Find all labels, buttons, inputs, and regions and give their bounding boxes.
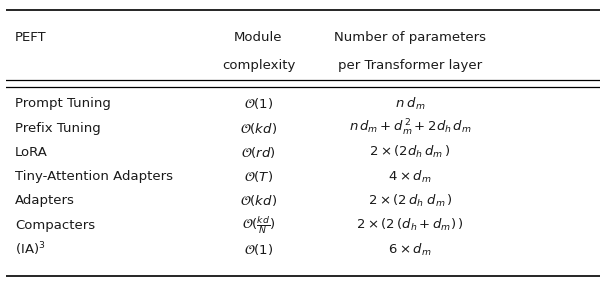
Text: $\mathcal{O}(T)$: $\mathcal{O}(T)$ [244,169,273,184]
Text: $\mathcal{O}(kd)$: $\mathcal{O}(kd)$ [240,193,277,208]
Text: Module: Module [234,31,283,44]
Text: $\mathcal{O}(1)$: $\mathcal{O}(1)$ [244,242,273,257]
Text: complexity: complexity [222,58,295,72]
Text: Tiny-Attention Adapters: Tiny-Attention Adapters [15,170,173,183]
Text: $2 \times (2\,(d_h + d_m)\,)$: $2 \times (2\,(d_h + d_m)\,)$ [356,217,464,233]
Text: Prefix Tuning: Prefix Tuning [15,122,101,135]
Text: Prompt Tuning: Prompt Tuning [15,97,111,110]
Text: PEFT: PEFT [15,31,47,44]
Text: $\mathcal{O}(rd)$: $\mathcal{O}(rd)$ [241,145,276,160]
Text: $n\; d_m$: $n\; d_m$ [395,96,425,112]
Text: $2 \times (2\,d_h\;d_m\,)$: $2 \times (2\,d_h\;d_m\,)$ [368,193,452,209]
Text: $n\,d_m + d_m^{\,2} + 2d_h\,d_m$: $n\,d_m + d_m^{\,2} + 2d_h\,d_m$ [348,118,471,138]
Text: $\mathcal{O}(kd)$: $\mathcal{O}(kd)$ [240,120,277,136]
Text: $\mathcal{O}(\frac{kd}{N})$: $\mathcal{O}(\frac{kd}{N})$ [242,215,275,236]
Text: Compacters: Compacters [15,219,95,232]
Text: Number of parameters: Number of parameters [334,31,486,44]
Text: $6 \times d_m$: $6 \times d_m$ [388,242,431,258]
Text: $(\mathrm{IA})^3$: $(\mathrm{IA})^3$ [15,241,45,258]
Text: Adapters: Adapters [15,195,75,208]
Text: $4 \times d_m$: $4 \times d_m$ [388,169,431,185]
Text: LoRA: LoRA [15,146,48,159]
Text: $\mathcal{O}(1)$: $\mathcal{O}(1)$ [244,96,273,111]
Text: per Transformer layer: per Transformer layer [338,58,482,72]
Text: $2 \times (2d_h\,d_m\,)$: $2 \times (2d_h\,d_m\,)$ [370,144,450,160]
